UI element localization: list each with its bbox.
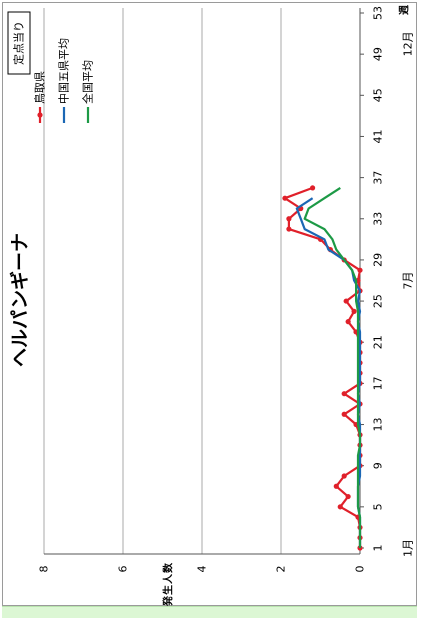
value-tick-label-8: 8 [38, 566, 51, 573]
series-0-point-7 [333, 483, 339, 489]
week-tick-label-49: 49 [372, 47, 385, 61]
x-axis-label: 週 [399, 5, 411, 15]
week-tick-label-29: 29 [372, 253, 385, 267]
month-label-0: 1月 [402, 539, 415, 557]
legend-marker-0 [37, 112, 43, 118]
series-0-point-25 [343, 298, 349, 304]
series-0-point-14 [341, 411, 347, 417]
value-tick-label-6: 6 [117, 566, 130, 573]
grid-lines [43, 8, 282, 554]
series-0-point-36 [310, 185, 316, 191]
series-layer [282, 185, 363, 551]
value-tick-label-0: 0 [354, 566, 367, 573]
stamp-label: 定点当り [12, 21, 26, 65]
title-layer: ヘルパンギーナ 定点当り [7, 11, 31, 367]
stamp-box [7, 11, 31, 75]
week-tick-label-53: 53 [372, 6, 385, 20]
week-tick-label-5: 5 [372, 503, 385, 510]
week-tick-label-33: 33 [372, 212, 385, 226]
bottom-band [2, 606, 417, 618]
series-0-point-6 [345, 493, 351, 500]
week-tick-label-17: 17 [372, 376, 385, 390]
chart-title: ヘルパンギーナ [9, 233, 31, 367]
series-0-point-5 [337, 504, 343, 510]
legend-label-1: 中国五県平均 [58, 38, 71, 104]
value-tick-label-4: 4 [196, 566, 209, 573]
week-tick-label-1: 1 [372, 545, 385, 552]
week-tick-label-37: 37 [372, 171, 385, 185]
week-tick-label-9: 9 [372, 462, 385, 469]
week-tick-label-45: 45 [372, 88, 385, 102]
value-tick-label-2: 2 [275, 566, 288, 573]
series-0-point-35 [282, 195, 288, 201]
series-0-point-28 [357, 267, 363, 273]
week-tick-label-13: 13 [372, 418, 385, 432]
week-tick-label-21: 21 [372, 335, 385, 349]
series-0-point-32 [286, 226, 292, 232]
legend-label-2: 全国平均 [81, 60, 95, 104]
series-0-point-16 [341, 391, 347, 397]
tick-labels: 0 2 4 6 8 1 5 9 13 17 21 25 29 33 37 41 45 49 53 1月 7月 12月 週発生… [38, 5, 415, 607]
y-axis-label: 発生人数 [162, 562, 175, 607]
legend-label-0: 鳥取県 [33, 71, 47, 104]
week-tick-label-41: 41 [372, 129, 385, 143]
month-label-2: 12月 [402, 31, 415, 56]
series-0-point-8 [341, 473, 347, 479]
legend: 鳥取県 中国五県平均 全国平均 [33, 38, 95, 123]
series-line-2 [303, 186, 362, 548]
series-0-point-24 [351, 308, 357, 314]
week-tick-label-25: 25 [372, 294, 385, 308]
series-line-0 [283, 186, 362, 548]
series-0-point-23 [345, 319, 351, 325]
month-label-1: 7月 [402, 272, 415, 290]
series-0-point-33 [286, 216, 292, 222]
